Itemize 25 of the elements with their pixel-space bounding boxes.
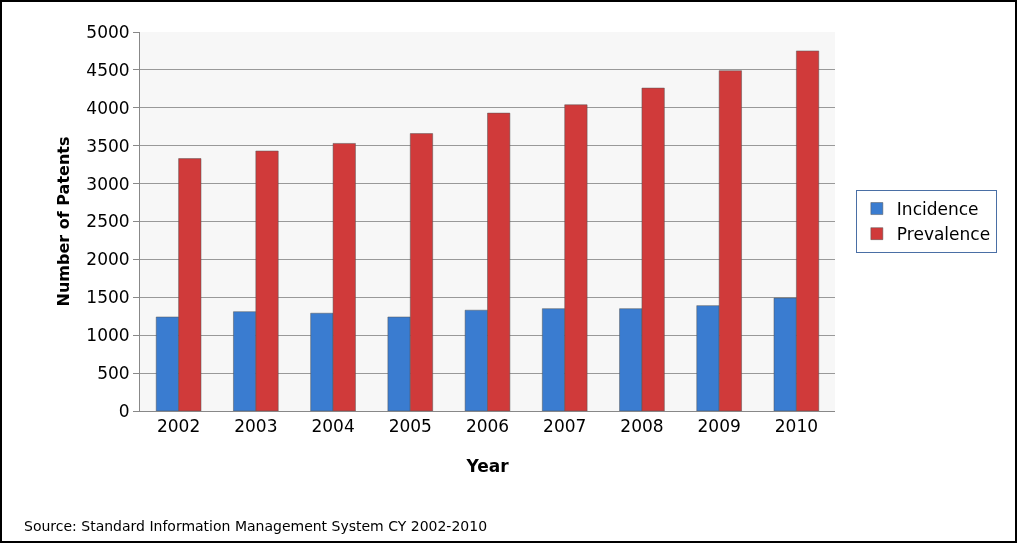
x-tick-label: 2002: [156, 416, 201, 437]
x-tick-label: 2010: [774, 416, 819, 437]
legend-label: Prevalence: [896, 224, 991, 245]
y-axis-title: Number of Patents: [54, 136, 74, 307]
y-tick-label: 0: [118, 400, 130, 421]
y-tick-label: 1500: [86, 287, 130, 308]
y-tick-label: 1000: [86, 325, 130, 346]
y-tick-label: 4500: [86, 59, 130, 80]
x-tick-label: 2008: [620, 416, 664, 437]
y-tick-label: 3000: [86, 173, 130, 194]
y-tick-label: 5000: [86, 21, 130, 42]
legend-label: Incidence: [896, 199, 979, 220]
source-note: Source: Standard Information Management System CY 2002-2010: [24, 518, 488, 534]
x-tick-label: 2009: [697, 416, 741, 437]
y-tick-label: 4000: [86, 97, 130, 118]
y-tick-label: 2000: [86, 249, 130, 270]
x-axis-title: Year: [465, 456, 510, 476]
x-tick-label: 2003: [234, 416, 278, 437]
x-tick-label: 2006: [465, 416, 510, 437]
x-tick-label: 2007: [543, 416, 587, 437]
x-tick-label: 2004: [311, 416, 355, 437]
y-tick-label: 3500: [86, 135, 130, 156]
x-tick-label: 2005: [388, 416, 432, 437]
y-tick-label: 2500: [86, 211, 130, 232]
y-tick-label: 500: [97, 363, 130, 384]
